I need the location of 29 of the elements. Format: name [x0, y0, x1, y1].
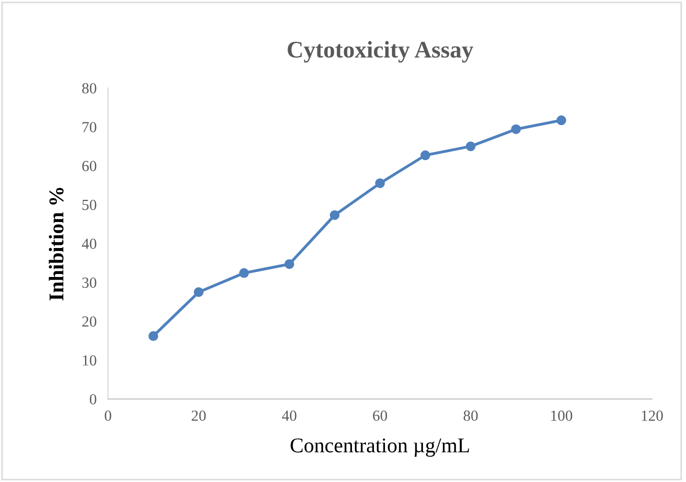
x-tick-label: 40	[282, 410, 296, 421]
y-tick-label: 0	[90, 394, 96, 404]
y-tick-label: 70	[82, 122, 96, 132]
x-axis-title: Concentration µg/mL	[290, 438, 469, 457]
point	[284, 259, 294, 269]
y-tick-label: 80	[82, 83, 96, 94]
y-tick-label: 60	[82, 160, 96, 172]
x-tick-label: 60	[373, 410, 388, 421]
y-axis-title: Inhibition %	[48, 188, 64, 300]
point	[466, 141, 476, 152]
y-tick-label: 50	[82, 200, 96, 210]
y-tick-label: 20	[82, 316, 96, 327]
x-tick-label: 120	[642, 410, 663, 421]
x-tick-label: 20	[192, 410, 206, 421]
point	[239, 268, 249, 278]
x-tick-label: 80	[464, 410, 478, 421]
y-tick-label: 30	[82, 278, 96, 288]
point	[194, 287, 204, 297]
point	[556, 115, 566, 126]
y-tick-label: 10	[82, 355, 96, 366]
point	[330, 210, 340, 220]
point	[420, 150, 430, 160]
y-tick-label: 40	[82, 238, 96, 249]
point	[148, 331, 158, 341]
point	[511, 124, 521, 134]
point	[375, 178, 385, 188]
chart-title: Cytotoxicity Assay	[288, 41, 474, 63]
x-tick-label: 100	[551, 410, 572, 421]
x-tick-label: 0	[104, 410, 112, 421]
